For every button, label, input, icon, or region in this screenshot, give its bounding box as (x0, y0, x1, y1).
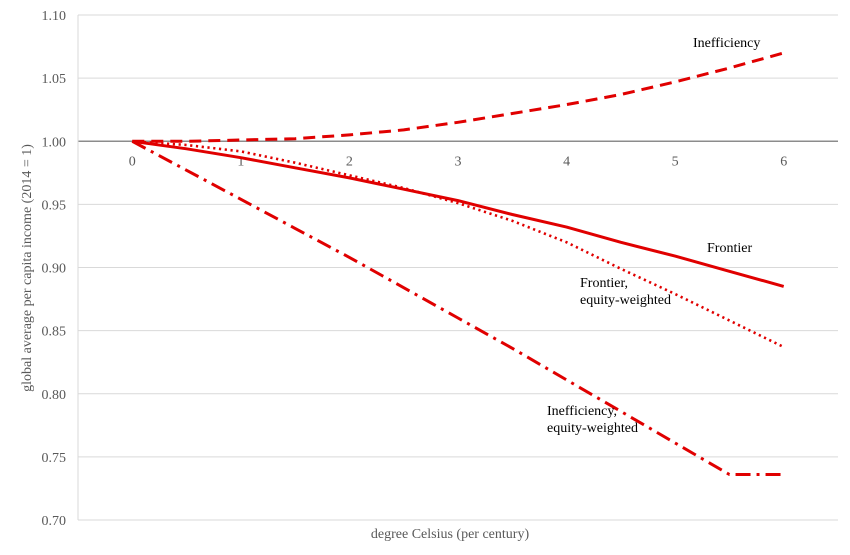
x-axis-title: degree Celsius (per century) (371, 527, 530, 542)
series-label-3: Frontier, equity-weighted (580, 276, 671, 308)
y-tick-label: 1.10 (42, 9, 67, 24)
y-tick-label: 0.95 (42, 198, 67, 213)
series-label-1: Inefficiency (693, 36, 760, 51)
series-line-frontier-equity-weighted (132, 140, 785, 349)
y-tick-label: 1.05 (42, 72, 67, 87)
y-tick-label: 0.80 (42, 388, 67, 403)
y-tick-label: 0.85 (42, 325, 67, 340)
series-label-4: Inefficiency, equity-weighted (547, 404, 638, 436)
series-labels: Inefficiency Frontier Frontier, equity-weig… (547, 36, 760, 436)
x-tick-label: 3 (455, 154, 462, 169)
x-tick-label: 6 (780, 154, 787, 169)
x-tick-labels: 0 1 2 3 4 5 6 (129, 154, 787, 169)
y-tick-label: 0.70 (42, 514, 67, 529)
y-tick-labels: 0.70 0.75 0.80 0.85 0.90 0.95 1.00 1.05 1.10 (42, 9, 67, 529)
x-tick-label: 4 (563, 154, 570, 169)
x-tick-label: 2 (346, 154, 353, 169)
y-axis-title: global average per capita income (2014 =… (20, 144, 35, 392)
y-tick-label: 1.00 (42, 135, 67, 150)
y-tick-label: 0.90 (42, 262, 67, 277)
y-tick-label: 0.75 (42, 451, 67, 466)
series-line-inefficiency-equity-weighted (131, 139, 784, 476)
x-tick-label: 1 (237, 154, 244, 169)
x-tick-label: 5 (672, 154, 679, 169)
x-tick-label: 0 (129, 154, 136, 169)
series-lines (131, 51, 785, 476)
series-line-frontier (132, 139, 785, 288)
series-line-inefficiency (132, 51, 785, 143)
series-label-2: Frontier (707, 241, 752, 256)
gridlines (77, 14, 838, 521)
